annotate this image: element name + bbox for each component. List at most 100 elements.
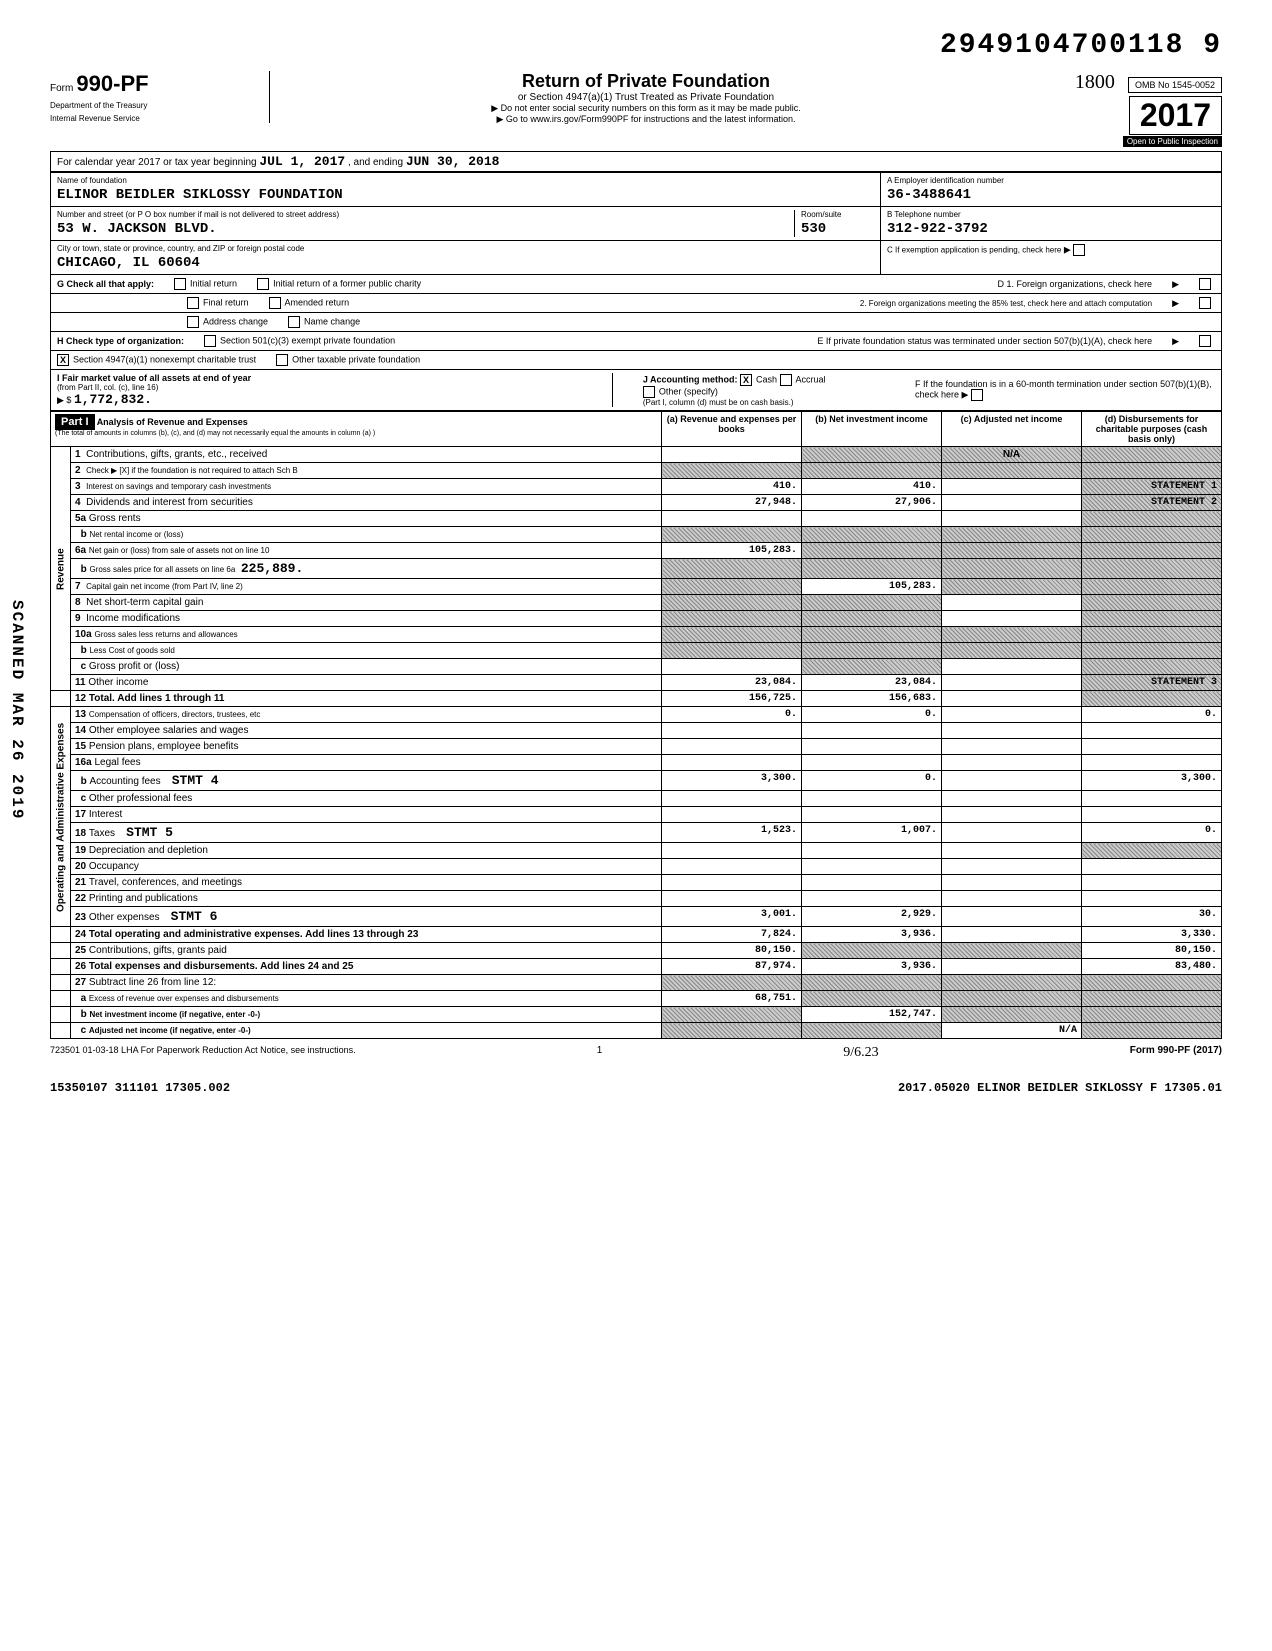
form-title-block: Return of Private Foundation or Section … [280, 71, 1012, 125]
r23-n: 23 [75, 912, 86, 923]
r5a-n: 5a [75, 513, 86, 524]
c-checkbox[interactable] [1073, 244, 1085, 256]
j-other[interactable] [643, 386, 655, 398]
r27a-n: a [81, 993, 87, 1004]
r27a-a: 68,751. [662, 991, 802, 1007]
ij-row: I Fair market value of all assets at end… [50, 370, 1222, 411]
r11-a: 23,084. [662, 675, 802, 691]
r7-n: 7 [75, 581, 81, 592]
r16b-stmt: STMT 4 [172, 773, 219, 788]
h-opt-3: Other taxable private foundation [292, 354, 420, 364]
col-c-header: (c) Adjusted net income [942, 412, 1082, 447]
j-cash[interactable]: X [740, 374, 752, 386]
col-a-header: (a) Revenue and expenses per books [662, 412, 802, 447]
addr-label: Number and street (or P O box number if … [57, 210, 794, 219]
r9-n: 9 [75, 613, 81, 624]
e-checkbox[interactable] [1199, 335, 1211, 347]
r17-d: Interest [89, 809, 122, 820]
r23-stmt: STMT 6 [171, 909, 218, 924]
r18-dd: 0. [1082, 823, 1222, 843]
r20-d: Occupancy [89, 861, 139, 872]
r23-dd: 30. [1082, 907, 1222, 927]
r19-n: 19 [75, 845, 86, 856]
period-end: JUN 30, 2018 [406, 154, 500, 169]
j-other-label: Other (specify) [659, 386, 718, 396]
r16b-n: b [81, 776, 87, 787]
g-opt-0: Initial return [190, 278, 237, 288]
i-label: I Fair market value of all assets at end… [57, 373, 251, 383]
r24-d: Total operating and administrative expen… [89, 929, 419, 940]
r2-d: Check ▶ [X] if the foundation is not req… [86, 466, 298, 475]
r16a-d: Legal fees [94, 757, 140, 768]
bottom-right: 2017.05020 ELINOR BEIDLER SIKLOSSY F 173… [898, 1081, 1222, 1095]
r13-n: 13 [75, 709, 86, 720]
r6a-n: 6a [75, 545, 86, 556]
period-label: For calendar year 2017 or tax year begin… [57, 157, 257, 168]
h-4947[interactable]: X [57, 354, 69, 366]
r18-n: 18 [75, 828, 86, 839]
r26-n: 26 [75, 961, 86, 972]
r27c-c: N/A [942, 1023, 1082, 1039]
form-year-block: 1800 OMB No 1545-0052 2017 Open to Publi… [1022, 71, 1222, 147]
d2-label: 2. Foreign organizations meeting the 85%… [860, 299, 1152, 308]
omb-number: OMB No 1545-0052 [1128, 77, 1222, 93]
g-initial-former[interactable] [257, 278, 269, 290]
h-other[interactable] [276, 354, 288, 366]
r14-d: Other employee salaries and wages [89, 725, 249, 736]
period-start: JUL 1, 2017 [259, 154, 345, 169]
r12-a: 156,725. [662, 691, 802, 707]
r11-n: 11 [75, 677, 86, 688]
f-label: F If the foundation is in a 60-month ter… [915, 379, 1212, 399]
arrow-line-1: ▶ Do not enter social security numbers o… [280, 103, 1012, 114]
r12-d: Total. Add lines 1 through 11 [89, 693, 225, 704]
f-checkbox[interactable] [971, 389, 983, 401]
part1-note: (The total of amounts in columns (b), (c… [55, 430, 657, 437]
r26-d: Total expenses and disbursements. Add li… [89, 961, 354, 972]
open-inspection: Open to Public Inspection [1123, 136, 1222, 147]
r11-stmt: STATEMENT 3 [1082, 675, 1222, 691]
form-number: 990-PF [76, 71, 148, 96]
r10a-d: Gross sales less returns and allowances [94, 630, 237, 639]
r16b-b: 0. [802, 771, 942, 791]
r4-b: 27,906. [802, 495, 942, 511]
d2-checkbox[interactable] [1199, 297, 1211, 309]
r3-stmt: STATEMENT 1 [1082, 479, 1222, 495]
footer-page: 1 [597, 1045, 603, 1061]
r19-d: Depreciation and depletion [89, 845, 208, 856]
r24-b: 3,936. [802, 927, 942, 943]
d1-checkbox[interactable] [1199, 278, 1211, 290]
r16a-n: 16a [75, 757, 92, 768]
g-name[interactable] [288, 316, 300, 328]
g-amended[interactable] [269, 297, 281, 309]
j-accrual[interactable] [780, 374, 792, 386]
r6b-d: Gross sales price for all assets on line… [89, 565, 235, 574]
h-row-2: XSection 4947(a)(1) nonexempt charitable… [50, 351, 1222, 370]
r2-n: 2 [75, 465, 81, 476]
h-501c3[interactable] [204, 335, 216, 347]
phone-label: B Telephone number [887, 210, 1215, 219]
g-address[interactable] [187, 316, 199, 328]
r24-dd: 3,330. [1082, 927, 1222, 943]
g-initial[interactable] [174, 278, 186, 290]
foundation-info-grid: Name of foundation ELINOR BEIDLER SIKLOS… [50, 172, 1222, 275]
footer-lha: 723501 01-03-18 LHA For Paperwork Reduct… [50, 1045, 356, 1061]
name-label: Name of foundation [57, 176, 874, 185]
r16b-d: Accounting fees [89, 776, 160, 787]
g-final[interactable] [187, 297, 199, 309]
h-row: H Check type of organization: Section 50… [50, 332, 1222, 351]
r8-n: 8 [75, 597, 81, 608]
revenue-side-label: Revenue [51, 447, 71, 691]
r3-n: 3 [75, 481, 81, 492]
col-c-na: N/A [942, 447, 1082, 463]
r1-d: Contributions, gifts, grants, etc., rece… [86, 449, 267, 460]
col-b-header: (b) Net investment income [802, 412, 942, 447]
j-label: J Accounting method: [643, 374, 738, 384]
r27a-d: Excess of revenue over expenses and disb… [89, 994, 279, 1003]
r18-b: 1,007. [802, 823, 942, 843]
r7-d: Capital gain net income (from Part IV, l… [86, 582, 243, 591]
r14-n: 14 [75, 725, 86, 736]
r21-n: 21 [75, 877, 86, 888]
r10c-n: c [81, 661, 87, 672]
footer-form: Form 990-PF (2017) [1130, 1045, 1222, 1061]
bottom-left: 15350107 311101 17305.002 [50, 1081, 230, 1095]
